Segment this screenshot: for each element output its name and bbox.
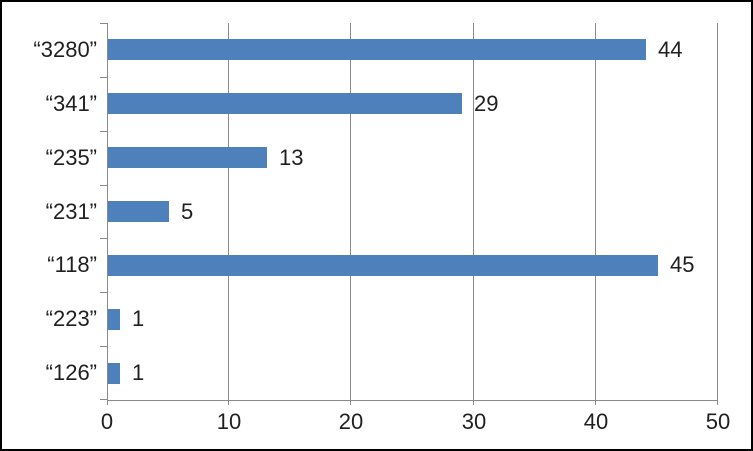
category-label: “235” — [45, 145, 97, 170]
plot-area: 44 29 13 5 45 1 1 — [100, 23, 718, 405]
value-axis-line — [107, 400, 718, 401]
x-axis-tick-20 — [350, 400, 351, 405]
x-tick-label-30: 30 — [461, 409, 487, 434]
x-axis-tick-0 — [107, 400, 108, 405]
data-label: 1 — [132, 306, 145, 331]
category-axis-tick — [100, 23, 107, 24]
x-axis-tick-10 — [228, 400, 229, 405]
data-label: 45 — [670, 252, 695, 277]
category-axis-tick — [100, 77, 107, 78]
bar-44[interactable] — [108, 39, 646, 60]
category-label: “126” — [45, 360, 97, 385]
x-tick-label-20: 20 — [338, 409, 364, 434]
gridline-10 — [228, 23, 229, 400]
data-label: 1 — [132, 360, 145, 385]
data-label: 5 — [181, 199, 194, 224]
gridline-40 — [595, 23, 596, 400]
category-label: “3280” — [33, 37, 97, 62]
bar-13[interactable] — [108, 147, 267, 168]
category-axis-tick — [100, 131, 107, 132]
category-label: “231” — [45, 199, 97, 224]
x-tick-label-10: 10 — [216, 409, 242, 434]
category-axis-tick — [100, 346, 107, 347]
category-axis-tick — [100, 292, 107, 293]
x-tick-label-0: 0 — [100, 409, 114, 434]
category-axis-tick — [100, 238, 107, 239]
data-label: 29 — [474, 91, 499, 116]
x-axis-tick-40 — [595, 400, 596, 405]
x-tick-label-40: 40 — [583, 409, 609, 434]
x-axis-tick-30 — [473, 400, 474, 405]
gridline-50 — [717, 23, 718, 400]
bar-29[interactable] — [108, 93, 462, 114]
bar-1[interactable] — [108, 363, 120, 384]
gridline-30 — [473, 23, 474, 400]
gridline-20 — [350, 23, 351, 400]
category-label: “223” — [45, 306, 97, 331]
category-label: “118” — [47, 252, 97, 277]
x-tick-label-50: 50 — [705, 409, 731, 434]
data-label: 13 — [279, 145, 304, 170]
data-label: 44 — [658, 37, 683, 62]
category-label: “341” — [45, 91, 97, 116]
category-axis-tick — [100, 399, 107, 400]
bar-5[interactable] — [108, 201, 169, 222]
x-axis-tick-50 — [717, 400, 718, 405]
category-axis-tick — [100, 185, 107, 186]
bar-1[interactable] — [108, 309, 120, 330]
bar-45[interactable] — [108, 255, 658, 276]
category-axis-line — [107, 23, 108, 400]
